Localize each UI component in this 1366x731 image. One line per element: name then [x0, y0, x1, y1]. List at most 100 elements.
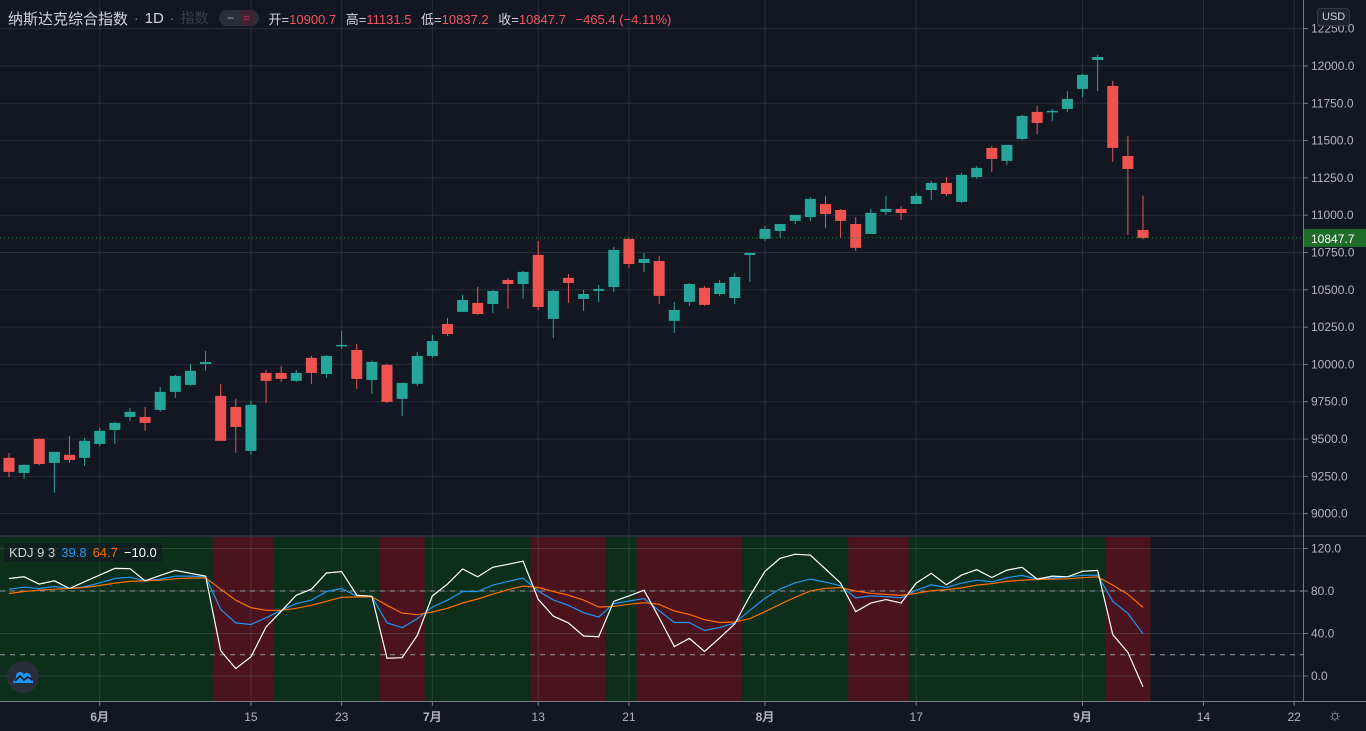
time-tick-label: 15 [244, 710, 258, 724]
candle-up [1001, 144, 1013, 161]
candle-up [517, 271, 529, 284]
candle-down [835, 209, 847, 221]
candle-down [850, 223, 862, 248]
time-tick-label: 7月 [423, 710, 442, 724]
change-value: −465.4 (−4.11%) [575, 11, 672, 27]
kdj-tick-label: 120.0 [1311, 541, 1341, 555]
time-tick-label: 23 [335, 710, 349, 724]
low-value: 10837.2 [441, 11, 489, 27]
time-tick-label: 13 [532, 710, 546, 724]
candle-down [63, 454, 75, 460]
candle-up [109, 422, 121, 430]
candle-up [18, 464, 30, 473]
price-tick-label: 9750.0 [1311, 395, 1348, 409]
candle-down [1107, 85, 1119, 148]
candle-up [578, 293, 590, 299]
candle-up [910, 195, 922, 205]
candle-down [819, 204, 831, 214]
candle-up [729, 276, 741, 299]
time-tick-label: 8月 [756, 710, 775, 724]
tradingview-logo-icon[interactable] [7, 661, 39, 693]
candle-down [3, 457, 15, 472]
time-tick-label: 9月 [1073, 710, 1092, 724]
time-tick-label: 21 [622, 710, 636, 724]
kdj-tick-label: 80.0 [1311, 584, 1335, 598]
price-tick-label: 9000.0 [1311, 507, 1348, 521]
candle-up [79, 440, 91, 458]
candle-up [124, 411, 136, 417]
candle-up [94, 430, 106, 444]
candle-down [1137, 230, 1149, 238]
candle-down [532, 254, 544, 307]
candle-down [986, 147, 998, 159]
symbol-name[interactable]: 纳斯达克综合指数 [8, 10, 129, 28]
separator: · [169, 10, 175, 26]
kdj-legend[interactable]: KDJ 9 3 39.8 64.7 −10.0 [4, 543, 162, 562]
candle-up [396, 382, 408, 399]
open-label: 开= [268, 11, 290, 27]
price-tick-label: 9500.0 [1311, 432, 1348, 446]
kdj-line-k [8, 574, 1144, 635]
kdj-line-j [8, 553, 1144, 687]
candle-down [441, 323, 453, 334]
price-tick-label: 9250.0 [1311, 469, 1348, 483]
price-tick-label: 10750.0 [1311, 246, 1355, 260]
candle-up [547, 291, 559, 319]
currency-button[interactable]: USD [1317, 8, 1351, 26]
candle-up [169, 375, 181, 392]
candle-down [562, 277, 574, 283]
candle-down [381, 364, 393, 402]
candle-down [472, 302, 484, 314]
time-axis-bg [0, 701, 1366, 731]
candle-up [336, 344, 348, 347]
chart-header: 纳斯达克综合指数 · 1D · 指数 − ≈ 开=10900.7 高=11131… [8, 7, 677, 29]
candle-up [200, 362, 212, 364]
kdj-bear-band [848, 537, 909, 701]
candle-up [971, 167, 983, 177]
separator: · [134, 10, 139, 26]
last-price-label: 10847.7 [1311, 232, 1355, 246]
candle-up [880, 208, 892, 212]
gear-icon[interactable]: ☼ [1327, 707, 1343, 724]
time-tick-label: 14 [1197, 710, 1211, 724]
close-value: 10847.7 [518, 11, 566, 27]
candle-up [1046, 110, 1058, 113]
kdj-bear-band [530, 537, 607, 701]
candle-up [154, 391, 166, 410]
wave-icon[interactable]: ≈ [238, 10, 255, 26]
price-tick-label: 10000.0 [1311, 357, 1355, 371]
candle-down [1122, 155, 1134, 169]
candle-up [1061, 98, 1073, 109]
candle-up [487, 291, 499, 304]
candle-up [683, 283, 695, 302]
candle-up [956, 174, 968, 202]
candle-down [215, 395, 227, 441]
candle-up [426, 340, 438, 356]
kdj-k-value: 39.8 [61, 545, 87, 560]
candle-up [366, 361, 378, 380]
price-tick-label: 11000.0 [1311, 208, 1354, 222]
kdj-bear-band [636, 537, 743, 701]
ohlc-readout: 开=10900.7 高=11131.5 低=10837.2 收=10847.7 … [269, 9, 678, 28]
time-tick-label: 6月 [90, 710, 109, 724]
kdj-bear-band [1105, 537, 1151, 701]
high-label: 高= [345, 11, 367, 27]
eye-icon[interactable]: − [227, 11, 235, 25]
price-tick-label: 11500.0 [1311, 134, 1354, 148]
candle-up [865, 212, 877, 234]
time-tick-label: 22 [1288, 710, 1302, 724]
candle-up [774, 223, 786, 232]
candle-up [593, 288, 605, 291]
price-tick-label: 11750.0 [1311, 96, 1354, 110]
candle-up [925, 182, 937, 190]
candle-up [457, 299, 469, 312]
high-value: 11131.5 [366, 11, 412, 27]
candle-down [275, 372, 287, 379]
candle-down [940, 182, 952, 195]
low-label: 低= [421, 11, 442, 27]
close-label: 收= [498, 11, 519, 27]
interval-label[interactable]: 1D [144, 9, 164, 27]
candle-up [744, 252, 756, 256]
kdj-j-value: −10.0 [123, 545, 157, 560]
